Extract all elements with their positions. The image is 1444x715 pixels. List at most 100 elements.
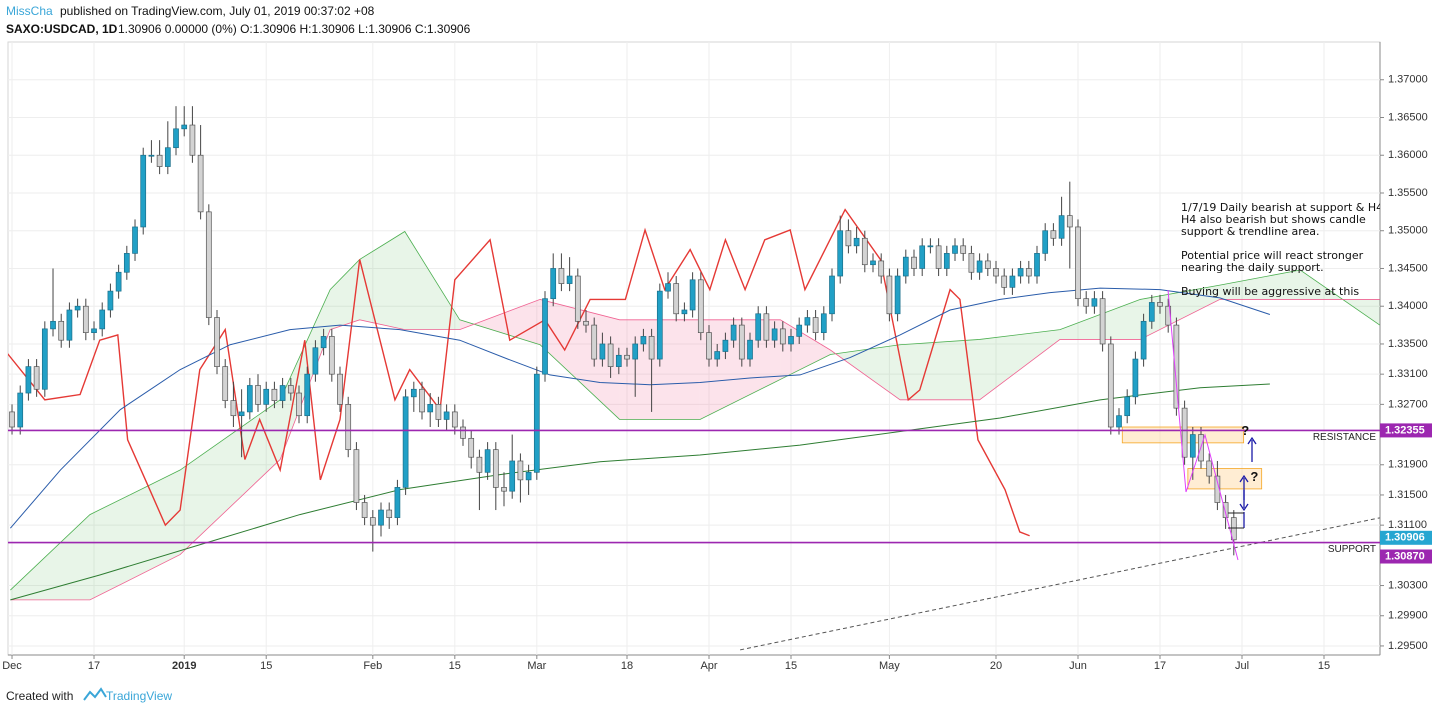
candle-body [845, 230, 852, 247]
candle-body [25, 366, 32, 394]
candle-body [378, 509, 384, 526]
candle-body [1206, 460, 1213, 477]
candle-body [574, 275, 581, 322]
x-tick-label: 2019 [172, 660, 196, 672]
candle-body [681, 309, 688, 315]
x-tick-label: Mar [527, 660, 546, 672]
candle-body [984, 260, 991, 269]
candle-body [41, 328, 48, 390]
y-tick-label: 1.31100 [1388, 519, 1427, 531]
candle-body [952, 245, 958, 254]
candle-body [779, 328, 786, 345]
note-line: 1/7/19 Daily bearish at support & H4 als… [1181, 201, 1444, 214]
candle-body [689, 279, 696, 311]
candle-body [132, 226, 138, 254]
candle-body [33, 366, 40, 390]
candle-body [902, 256, 909, 277]
x-tick-label: 17 [88, 660, 100, 672]
indicator-line [9, 287, 1271, 529]
candle-body [927, 245, 934, 248]
wave-line [1167, 289, 1239, 561]
candle-body [468, 437, 475, 458]
y-tick-label: 1.30300 [1388, 579, 1428, 591]
level-label-box [1380, 423, 1432, 438]
y-tick-label: 1.29500 [1388, 640, 1428, 652]
candle-body [99, 309, 106, 330]
cloud-fill [540, 299, 620, 420]
cloud-fill [404, 231, 460, 330]
plot: ?? 1/7/19 Daily bearish at support & H4 a… [8, 42, 1444, 655]
candle-body [763, 313, 770, 341]
y-tick-label: 1.35500 [1388, 187, 1428, 199]
candle-body [1157, 302, 1163, 307]
candle-body [58, 320, 65, 341]
candle-body [542, 298, 548, 375]
candle-body [189, 124, 196, 156]
candle-body [722, 339, 729, 352]
candle-body [164, 147, 171, 167]
candle-body [9, 411, 15, 428]
candle-body [911, 256, 917, 269]
candle-body [1083, 298, 1090, 307]
candle-body [747, 339, 753, 360]
x-tick-label: Feb [363, 660, 382, 672]
candle-body [509, 460, 516, 492]
candle-body [771, 328, 778, 341]
candle-body [1230, 517, 1237, 541]
candle-body [517, 460, 524, 481]
cloud-fill [780, 319, 831, 380]
x-tick-label: 20 [990, 660, 1002, 672]
candle-body [173, 128, 179, 149]
candle-body [788, 336, 794, 345]
published: published on TradingView.com, July 01, 2… [60, 4, 375, 18]
y-tick-label: 1.36500 [1388, 111, 1428, 123]
candle-body [443, 411, 450, 420]
candle-body [1001, 275, 1008, 288]
cloud-fill [979, 329, 1060, 400]
level-label-box [1380, 549, 1432, 564]
footer-created: Created with [6, 689, 73, 703]
candle-body [607, 343, 614, 367]
note-line: support & trendline area. [1181, 225, 1320, 238]
x-tick-label: 15 [260, 660, 272, 672]
cloud-fill [619, 319, 700, 420]
candle-body [255, 385, 261, 405]
last-price-label: 1.30906 [1385, 532, 1425, 544]
candle-body [943, 253, 950, 269]
candle-body [476, 456, 483, 473]
candle-body [320, 336, 327, 349]
candle-body [599, 343, 606, 360]
last-price-box [1380, 530, 1432, 545]
cloud-fill [1219, 269, 1301, 300]
candle-body [738, 324, 745, 360]
candle-body [386, 509, 393, 518]
candle-body [656, 290, 663, 360]
candle-body [632, 343, 639, 360]
candle-body [1124, 396, 1131, 417]
note-line: H4 also bearish but shows candle [1181, 213, 1366, 226]
candle-body [615, 354, 622, 367]
cloud-fill [900, 339, 980, 400]
trendline [740, 517, 1380, 651]
quote: 1.30906 0.00000 (0%) O:1.30906 H:1.30906… [118, 22, 471, 36]
cloud-fill [10, 514, 90, 600]
candle-body [148, 154, 155, 157]
level-name: RESISTANCE [1313, 432, 1376, 443]
candle-body [673, 283, 680, 315]
symbol: SAXO:USDCAD, 1D [6, 22, 118, 36]
candle-body [435, 404, 442, 420]
candle-body [1140, 320, 1147, 360]
candle-body [878, 260, 885, 277]
candle-body [1132, 358, 1139, 398]
candle-body [230, 400, 237, 417]
candle-body [263, 388, 270, 405]
cloud-fill [699, 319, 781, 420]
candle-body [271, 388, 278, 401]
candle-body [697, 279, 704, 333]
candle-body [369, 517, 376, 526]
candle-body [304, 373, 311, 417]
candle-body [1009, 275, 1016, 288]
candle-body [566, 275, 573, 284]
